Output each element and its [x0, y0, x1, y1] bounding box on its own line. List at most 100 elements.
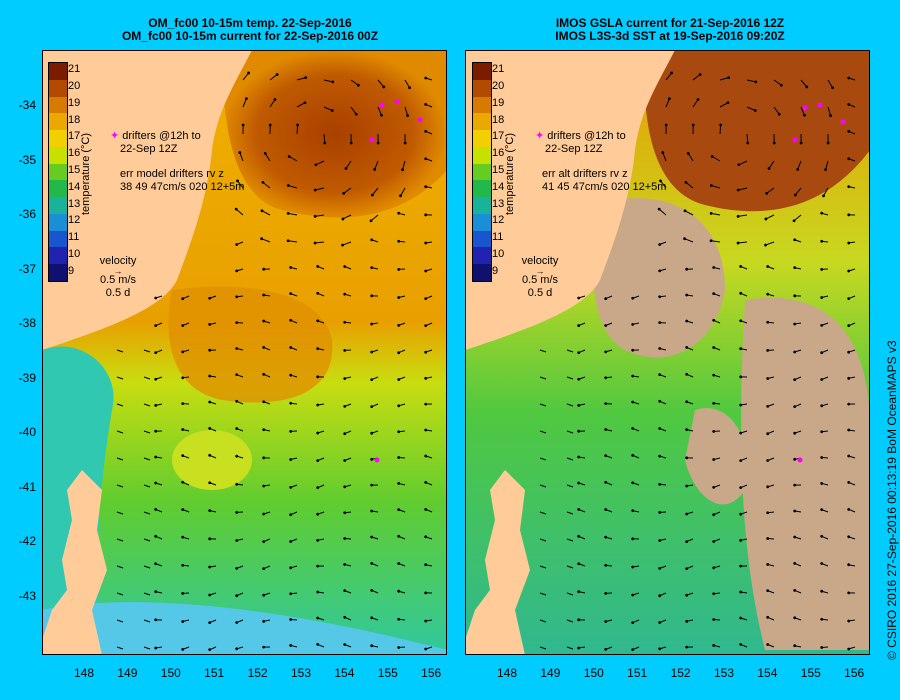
x-tick-label: 155	[800, 666, 821, 680]
velocity-arrow-head	[397, 296, 401, 299]
velocity-arrow-head	[235, 482, 239, 486]
velocity-arrow-head	[331, 80, 335, 84]
drifter-marker	[802, 105, 808, 111]
velocity-arrow-head	[631, 565, 635, 569]
velocity-arrow-head	[686, 151, 690, 155]
velocity-arrow-head	[397, 323, 401, 327]
velocity-arrow-head	[235, 621, 239, 624]
velocity-arrow-head	[370, 266, 374, 270]
colorbar-swatch	[473, 180, 491, 198]
velocity-arrow-head	[820, 617, 824, 621]
velocity-arrow-head	[330, 109, 334, 112]
velocity-arrow-head	[235, 321, 239, 324]
velocity-arrow-head	[577, 646, 581, 650]
velocity-arrow-head	[262, 540, 266, 543]
velocity-arrow	[685, 182, 694, 189]
left-map	[42, 50, 447, 655]
velocity-arrow	[288, 156, 298, 162]
velocity-arrow-head	[181, 454, 185, 458]
velocity-arrow-head	[181, 620, 185, 623]
drifter-marker	[369, 137, 375, 143]
velocity-arrow-head	[403, 141, 407, 145]
right-err-line1: err alt drifters rv z	[542, 168, 628, 180]
velocity-arrow-head	[235, 566, 239, 570]
velocity-arrow-head	[424, 185, 428, 189]
y-tick-label: -43	[18, 588, 36, 603]
colorbar-swatch	[49, 264, 67, 281]
velocity-arrow-head	[712, 485, 716, 489]
velocity-arrow	[746, 79, 756, 83]
y-tick-label: -35	[18, 152, 36, 167]
velocity-arrow-head	[604, 592, 608, 595]
velocity-arrow-head	[154, 534, 158, 538]
velocity-arrow	[345, 160, 352, 169]
velocity-arrow-head	[376, 141, 380, 145]
colorbar-tick-label: 17	[68, 130, 81, 143]
velocity-arrow-head	[316, 616, 320, 620]
colorbar-tick-label: 19	[68, 96, 81, 109]
velocity-arrow-head	[820, 211, 824, 215]
velocity-arrow-head	[793, 350, 797, 354]
velocity-arrow-head	[397, 351, 401, 355]
right-velocity-time: 0.5 d	[527, 287, 553, 299]
colorbar-swatch	[473, 113, 491, 131]
velocity-arrow-head	[208, 593, 212, 597]
velocity-arrow-head	[424, 269, 428, 273]
velocity-arrow-head	[799, 141, 803, 145]
velocity-arrow	[143, 484, 151, 488]
velocity-arrow-head	[847, 402, 851, 406]
colorbar-swatch	[473, 79, 491, 97]
velocity-arrow-head	[260, 209, 264, 213]
velocity-arrow	[116, 457, 124, 461]
velocity-arrow	[773, 79, 782, 86]
left-colorbar-label: temperature (°C)	[80, 132, 92, 215]
left-drifters-line1: drifters @12h to	[122, 130, 201, 142]
velocity-arrow-head	[685, 456, 689, 460]
velocity-arrow	[116, 484, 124, 488]
left-velocity-speed: 0.5 m/s	[99, 274, 137, 286]
velocity-arrow-head	[712, 266, 716, 269]
velocity-arrow-head	[736, 214, 740, 218]
colorbar-swatch	[473, 213, 491, 231]
velocity-arrow-head	[739, 265, 743, 268]
velocity-arrow-head	[181, 480, 185, 484]
velocity-arrow-head	[739, 459, 743, 462]
colorbar-swatch	[473, 247, 491, 265]
y-tick-label: -37	[18, 261, 36, 276]
velocity-arrow-head	[683, 237, 687, 241]
right-drifters-note: ✦ drifters @12h to 22-Sep 12Z	[535, 130, 626, 155]
velocity-arrow-head	[316, 486, 320, 490]
velocity-arrow-head	[658, 594, 662, 598]
x-tick-label: 148	[496, 666, 518, 680]
velocity-arrow	[143, 457, 151, 461]
x-tick-label: 152	[670, 666, 691, 680]
velocity-arrow	[539, 349, 547, 353]
velocity-arrow-head	[685, 540, 689, 543]
velocity-arrow-head	[262, 267, 266, 271]
velocity-arrow	[143, 565, 151, 569]
velocity-arrow-head	[370, 509, 374, 513]
drifter-marker	[394, 99, 400, 105]
left-err-line1: err model drifters rv z	[120, 168, 224, 180]
velocity-arrow-head	[373, 167, 377, 171]
velocity-arrow-head	[661, 151, 665, 154]
y-tick-label: -34	[18, 98, 36, 112]
velocity-arrow-head	[235, 427, 239, 430]
velocity-arrow-head	[241, 123, 245, 127]
velocity-arrow-head	[268, 123, 272, 127]
velocity-arrow-head	[712, 644, 716, 647]
velocity-arrow-head	[316, 319, 320, 323]
velocity-arrow-head	[847, 591, 851, 595]
velocity-arrow	[374, 160, 379, 170]
velocity-arrow-head	[709, 239, 713, 243]
velocity-arrow	[738, 214, 748, 217]
velocity-arrow-head	[236, 179, 239, 183]
map-frame	[465, 50, 870, 655]
velocity-arrow-head	[712, 318, 716, 322]
velocity-arrow-head	[796, 167, 800, 171]
velocity-arrow-head	[370, 644, 374, 648]
velocity-arrow	[665, 72, 673, 81]
velocity-arrow-head	[208, 296, 212, 300]
velocity-arrow-head	[739, 319, 743, 323]
velocity-arrow-head	[316, 590, 320, 594]
